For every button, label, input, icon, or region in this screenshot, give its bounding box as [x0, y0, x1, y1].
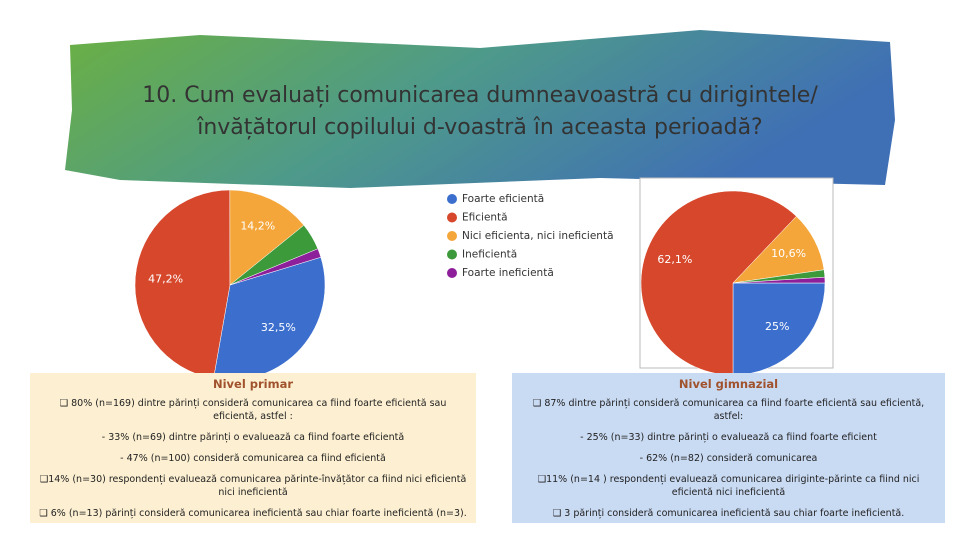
box-line: ❑ 6% (n=13) părinți consideră comunicare… — [39, 508, 467, 519]
legend-marker — [447, 231, 457, 241]
box-line: - 47% (n=100) consideră comunicarea ca f… — [120, 453, 386, 464]
pie-slice — [640, 190, 797, 376]
legend-label: Foarte eficientă — [462, 193, 544, 205]
legend-label: Nici eficienta, nici ineficientă — [462, 230, 614, 242]
legend-marker — [447, 268, 457, 278]
value-label: 62,1% — [657, 253, 692, 266]
box-line: ❑ 80% (n=169) dintre părinți consideră c… — [59, 398, 447, 422]
box-heading: Nivel primar — [212, 377, 294, 391]
value-label: 10,6% — [771, 247, 806, 260]
legend-marker — [447, 212, 457, 223]
box-line: - 62% (n=82) consideră comunicarea — [639, 453, 818, 464]
value-label: 47,2% — [148, 272, 183, 285]
legend-label: Eficientă — [462, 212, 508, 224]
pie-slice — [732, 276, 826, 284]
title: 10. Cum evaluați comunicarea dumneavoast… — [142, 83, 818, 140]
legend-label: Ineficientă — [462, 249, 517, 261]
box-line: ❑14% (n=30) respondenți evaluează comuni… — [39, 474, 467, 498]
box-line: - 33% (n=69) dintre părinți o evaluează … — [101, 432, 405, 443]
pie-slice — [229, 248, 322, 286]
box-line: - 25% (n=33) dintre părinți o evaluează … — [580, 432, 877, 443]
pie-slice — [229, 189, 305, 286]
value-label: 32,5% — [261, 321, 296, 334]
legend-marker — [447, 249, 457, 260]
box-line: ❑11% (n=14 ) respondenți evaluează comun… — [537, 474, 920, 498]
banner — [65, 30, 895, 188]
value-label: 14,2% — [240, 220, 275, 233]
pie-slice — [134, 189, 231, 379]
box-line: ❑ 3 părinți consideră comunicarea inefic… — [552, 508, 905, 519]
text-box: Nivel gimnazial ❑ 87% dintre părinți cons… — [512, 373, 945, 523]
box-heading: Nivel gimnazial — [678, 377, 779, 391]
text-box: Nivel primar ❑ 80% (n=169) dintre părinți… — [30, 373, 476, 523]
legend-marker — [447, 194, 457, 204]
box-line: ❑ 87% dintre părinți consideră comunicar… — [532, 398, 925, 422]
legend-label: Foarte ineficientă — [462, 267, 554, 279]
value-label: 25% — [765, 320, 789, 333]
